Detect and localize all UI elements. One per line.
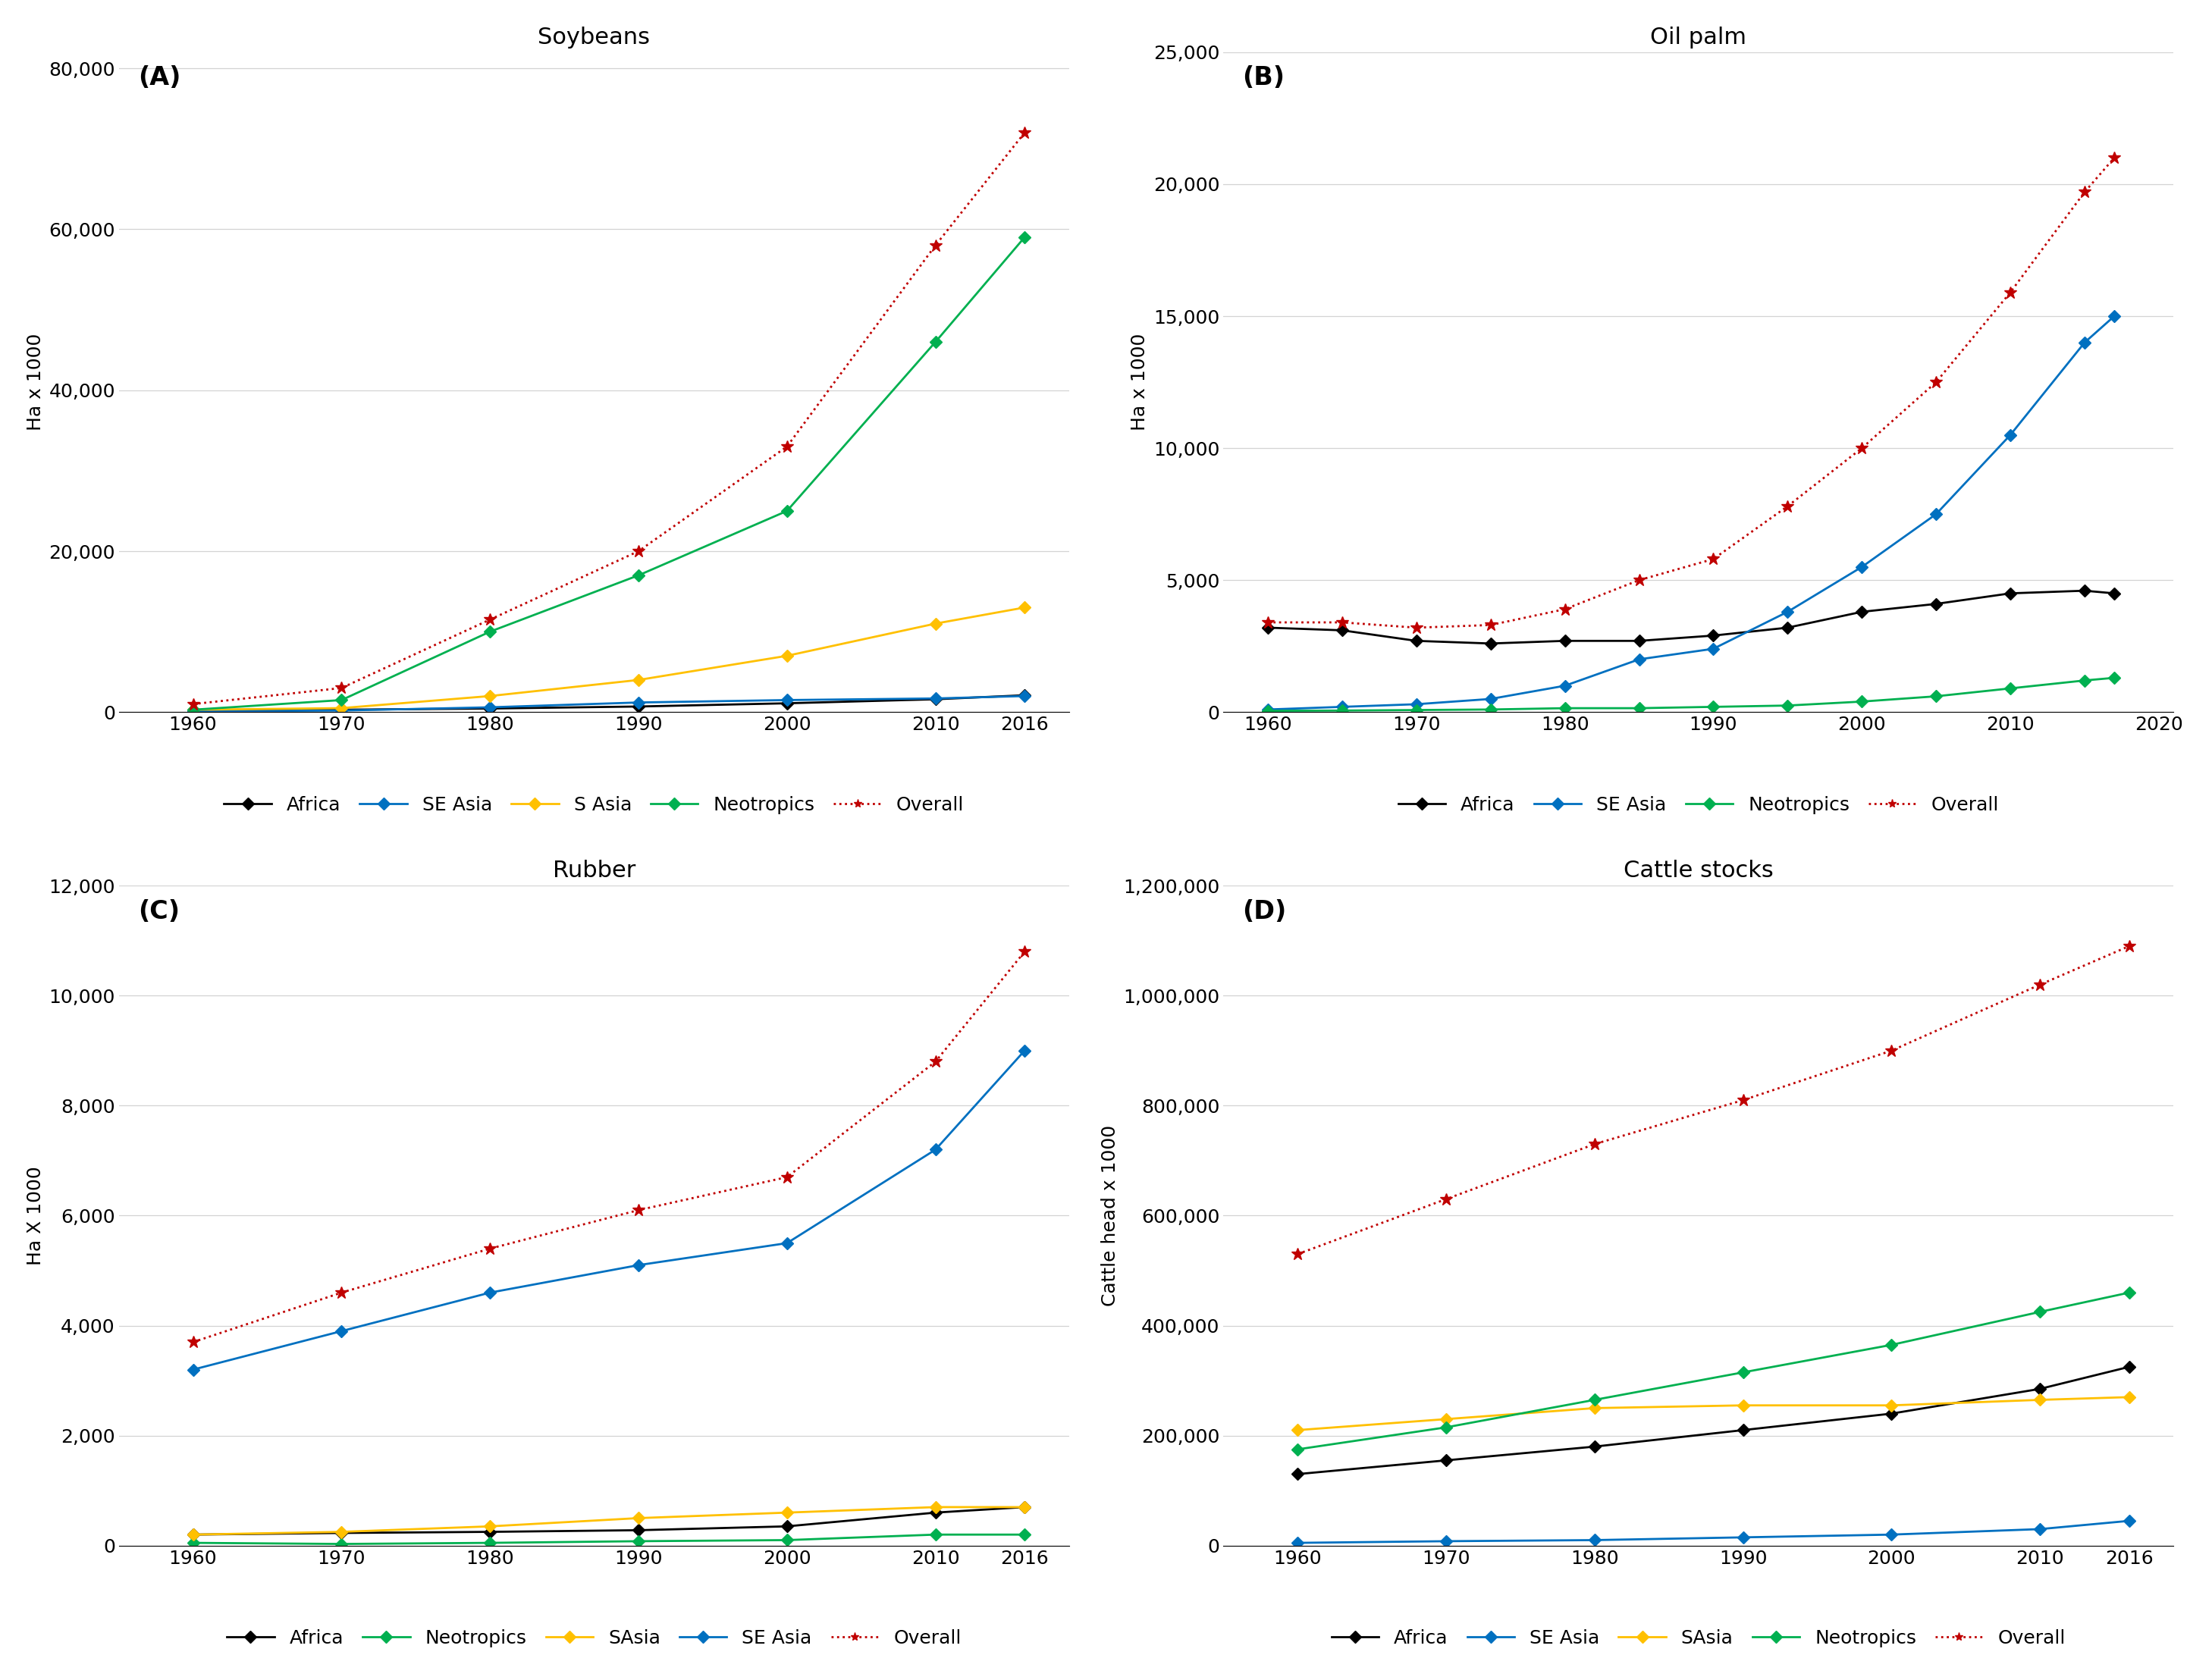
Y-axis label: Ha x 1000: Ha x 1000: [27, 334, 44, 430]
Title: Rubber: Rubber: [553, 860, 635, 882]
Text: (B): (B): [1243, 66, 1285, 91]
Legend: Africa, SE Asia, SAsia, Neotropics, Overall: Africa, SE Asia, SAsia, Neotropics, Over…: [1323, 1621, 2073, 1655]
Title: Oil palm: Oil palm: [1650, 27, 1747, 49]
Y-axis label: Ha X 1000: Ha X 1000: [27, 1166, 44, 1265]
Y-axis label: Ha x 1000: Ha x 1000: [1130, 334, 1148, 430]
Legend: Africa, SE Asia, S Asia, Neotropics, Overall: Africa, SE Asia, S Asia, Neotropics, Ove…: [217, 788, 971, 822]
Title: Cattle stocks: Cattle stocks: [1624, 860, 1774, 882]
Text: (D): (D): [1243, 899, 1287, 924]
Legend: Africa, Neotropics, SAsia, SE Asia, Overall: Africa, Neotropics, SAsia, SE Asia, Over…: [219, 1621, 969, 1655]
Y-axis label: Cattle head x 1000: Cattle head x 1000: [1102, 1126, 1119, 1307]
Text: (A): (A): [137, 66, 181, 91]
Legend: Africa, SE Asia, Neotropics, Overall: Africa, SE Asia, Neotropics, Overall: [1391, 788, 2006, 822]
Title: Soybeans: Soybeans: [538, 27, 650, 49]
Text: (C): (C): [137, 899, 179, 924]
